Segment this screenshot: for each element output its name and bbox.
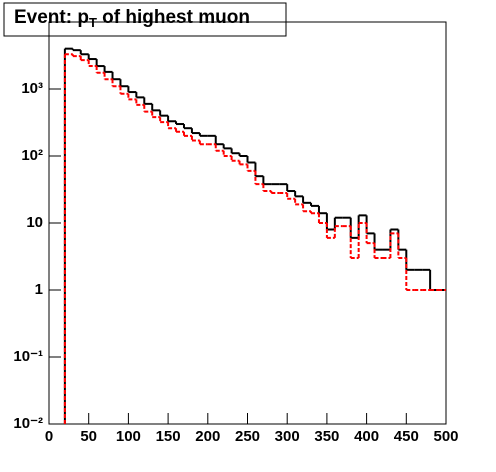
- x-tick-label: 500: [433, 428, 458, 445]
- title-part: Event: p: [14, 7, 89, 28]
- x-tick-label: 0: [45, 428, 53, 445]
- x-tick-label: 100: [116, 428, 141, 445]
- y-tick-label: 10: [26, 214, 43, 231]
- x-tick-label: 350: [314, 428, 339, 445]
- title-part: of highest muon: [97, 7, 250, 28]
- y-tick-label: 10²: [21, 147, 43, 164]
- y-tick-label: 10⁻²: [13, 415, 43, 432]
- x-tick-label: 50: [80, 428, 97, 445]
- x-tick-label: 200: [195, 428, 220, 445]
- chart-title: Event: pT of highest muon: [14, 7, 250, 30]
- x-tick-label: 450: [394, 428, 419, 445]
- x-tick-label: 300: [275, 428, 300, 445]
- y-tick-label: 10³: [21, 80, 43, 97]
- x-tick-label: 250: [235, 428, 260, 445]
- y-tick-label: 1: [35, 281, 43, 298]
- x-tick-label: 400: [354, 428, 379, 445]
- x-tick-label: 150: [156, 428, 181, 445]
- y-tick-label: 10⁻¹: [13, 348, 43, 365]
- title-subscript: T: [89, 15, 97, 30]
- title-box: [3, 2, 287, 37]
